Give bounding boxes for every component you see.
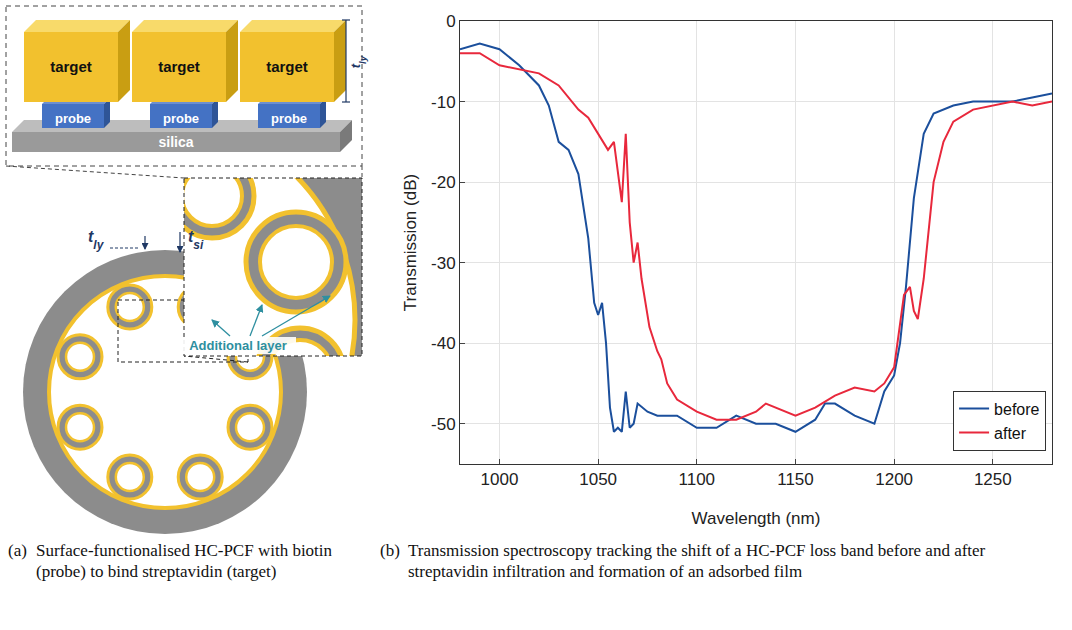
svg-text:probe: probe bbox=[163, 111, 199, 126]
svg-text:-30: -30 bbox=[431, 254, 456, 273]
svg-text:target: target bbox=[50, 58, 92, 75]
svg-text:-10: -10 bbox=[431, 93, 456, 112]
svg-text:1200: 1200 bbox=[875, 470, 913, 489]
svg-text:silica: silica bbox=[158, 134, 193, 150]
svg-text:-40: -40 bbox=[431, 334, 456, 353]
html-text:(a): (a) bbox=[8, 541, 27, 560]
svg-text:probe: probe bbox=[55, 111, 91, 126]
html-text:Surface-functionalised HC-PCF: Surface-functionalised HC-PCF with bioti… bbox=[36, 541, 333, 581]
svg-text:probe: probe bbox=[271, 111, 307, 126]
svg-text:target: target bbox=[158, 58, 200, 75]
html-text:(b): (b) bbox=[380, 541, 400, 560]
svg-text:before: before bbox=[994, 401, 1039, 418]
svg-text:-50: -50 bbox=[431, 415, 456, 434]
svg-text:after: after bbox=[994, 425, 1027, 442]
svg-text:Transmission (dB): Transmission (dB) bbox=[401, 174, 420, 311]
html-text:Transmission spectroscopy trac: Transmission spectroscopy tracking the s… bbox=[408, 541, 986, 581]
svg-text:Additional layer: Additional layer bbox=[189, 338, 287, 353]
svg-text:tly: tly bbox=[348, 55, 368, 68]
svg-text:1000: 1000 bbox=[481, 470, 519, 489]
svg-text:1100: 1100 bbox=[679, 470, 716, 489]
svg-text:1150: 1150 bbox=[777, 470, 814, 489]
svg-text:1050: 1050 bbox=[579, 470, 617, 489]
svg-text:1250: 1250 bbox=[974, 470, 1012, 489]
svg-text:0: 0 bbox=[446, 12, 455, 31]
svg-text:tsi: tsi bbox=[188, 228, 204, 252]
svg-text:-20: -20 bbox=[431, 173, 456, 192]
svg-text:target: target bbox=[266, 58, 308, 75]
svg-text:tly: tly bbox=[88, 228, 105, 252]
svg-text:Wavelength (nm): Wavelength (nm) bbox=[692, 509, 821, 528]
